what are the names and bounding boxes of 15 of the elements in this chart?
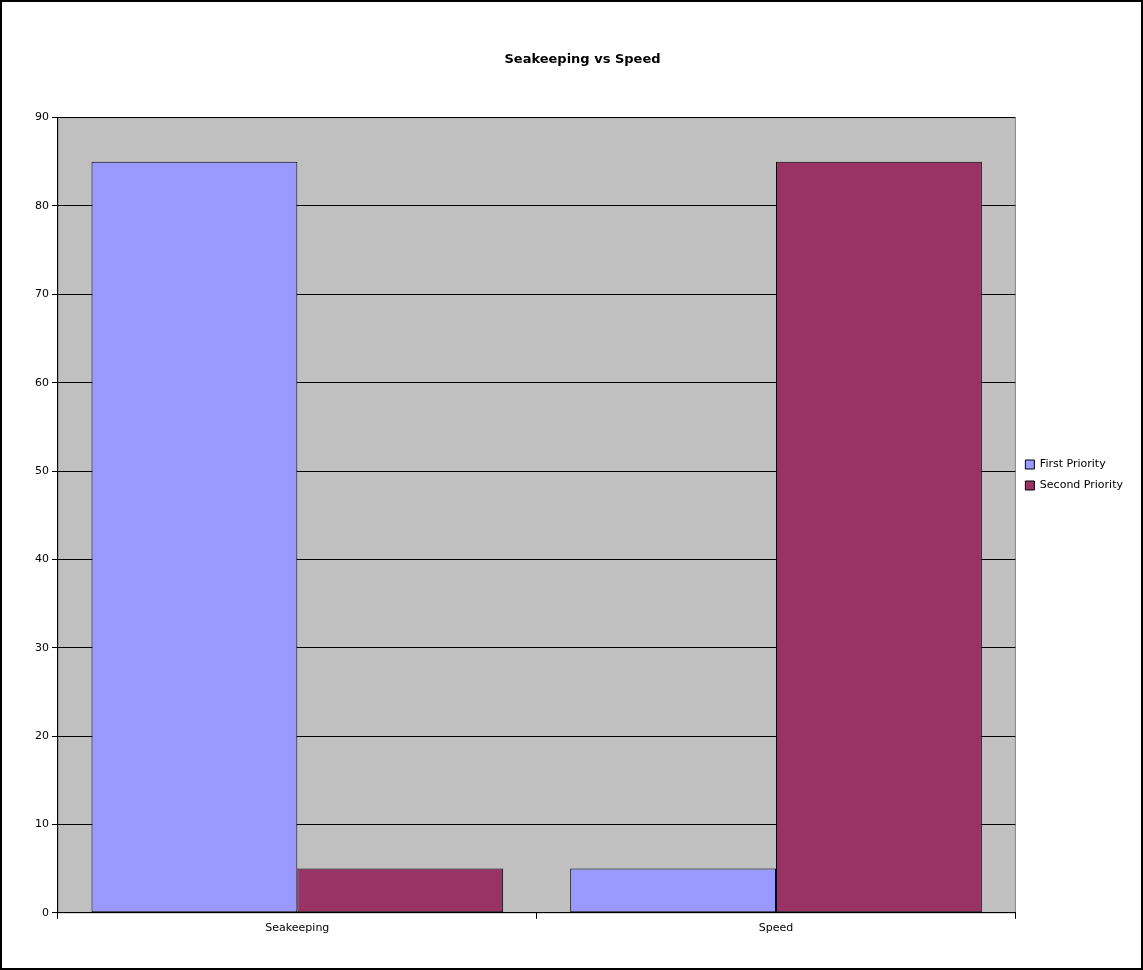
y-tick-label: 70 [35, 287, 49, 301]
y-tick-label: 20 [35, 728, 49, 742]
x-tick-label: Speed [758, 921, 794, 935]
legend-label: First Priority [1039, 457, 1107, 471]
x-tick-label: Seakeeping [265, 921, 330, 935]
y-tick-label: 60 [35, 375, 49, 389]
y-tick-label: 90 [35, 110, 49, 124]
y-tick-label: 10 [35, 817, 49, 831]
y-tick-label: 40 [35, 552, 49, 566]
y-tick-label: 50 [35, 463, 49, 477]
y-tick-label: 0 [42, 905, 49, 919]
y-tick-label: 80 [35, 198, 49, 212]
y-tick-label: 30 [35, 640, 49, 654]
chart-title: Seakeeping vs Speed [504, 51, 661, 67]
legend-label: Second Priority [1039, 478, 1124, 492]
